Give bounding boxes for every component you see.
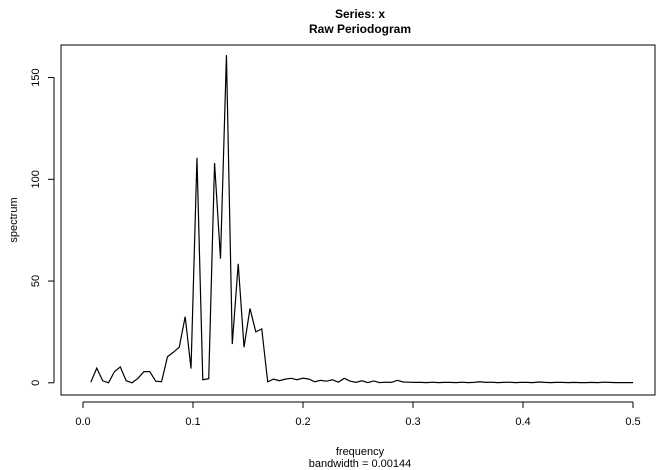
x-tick-label: 0.2 [295,416,310,428]
y-tick-label: 50 [30,275,42,287]
y-axis-label: spectrum [8,197,20,242]
chart-subtitle: Raw Periodogram [309,22,411,36]
x-tick-label: 0.4 [515,416,530,428]
x-axis-label: frequency [336,446,385,458]
y-tick-label: 150 [30,68,42,86]
spectrum-line [90,55,633,384]
x-axis-bandwidth-note: bandwidth = 0.00144 [309,458,411,470]
x-axis: 0.0 0.1 0.2 0.3 0.4 0.5 [75,401,641,428]
y-tick-label: 100 [30,170,42,188]
chart-title: Series: x [335,7,385,21]
x-tick-label: 0.1 [185,416,200,428]
y-axis: 0 50 100 150 [30,68,55,386]
x-tick-label: 0.5 [625,416,640,428]
x-tick-label: 0.3 [405,416,420,428]
plot-frame [60,44,656,396]
y-tick-label: 0 [30,380,42,386]
x-tick-label: 0.0 [75,416,90,428]
